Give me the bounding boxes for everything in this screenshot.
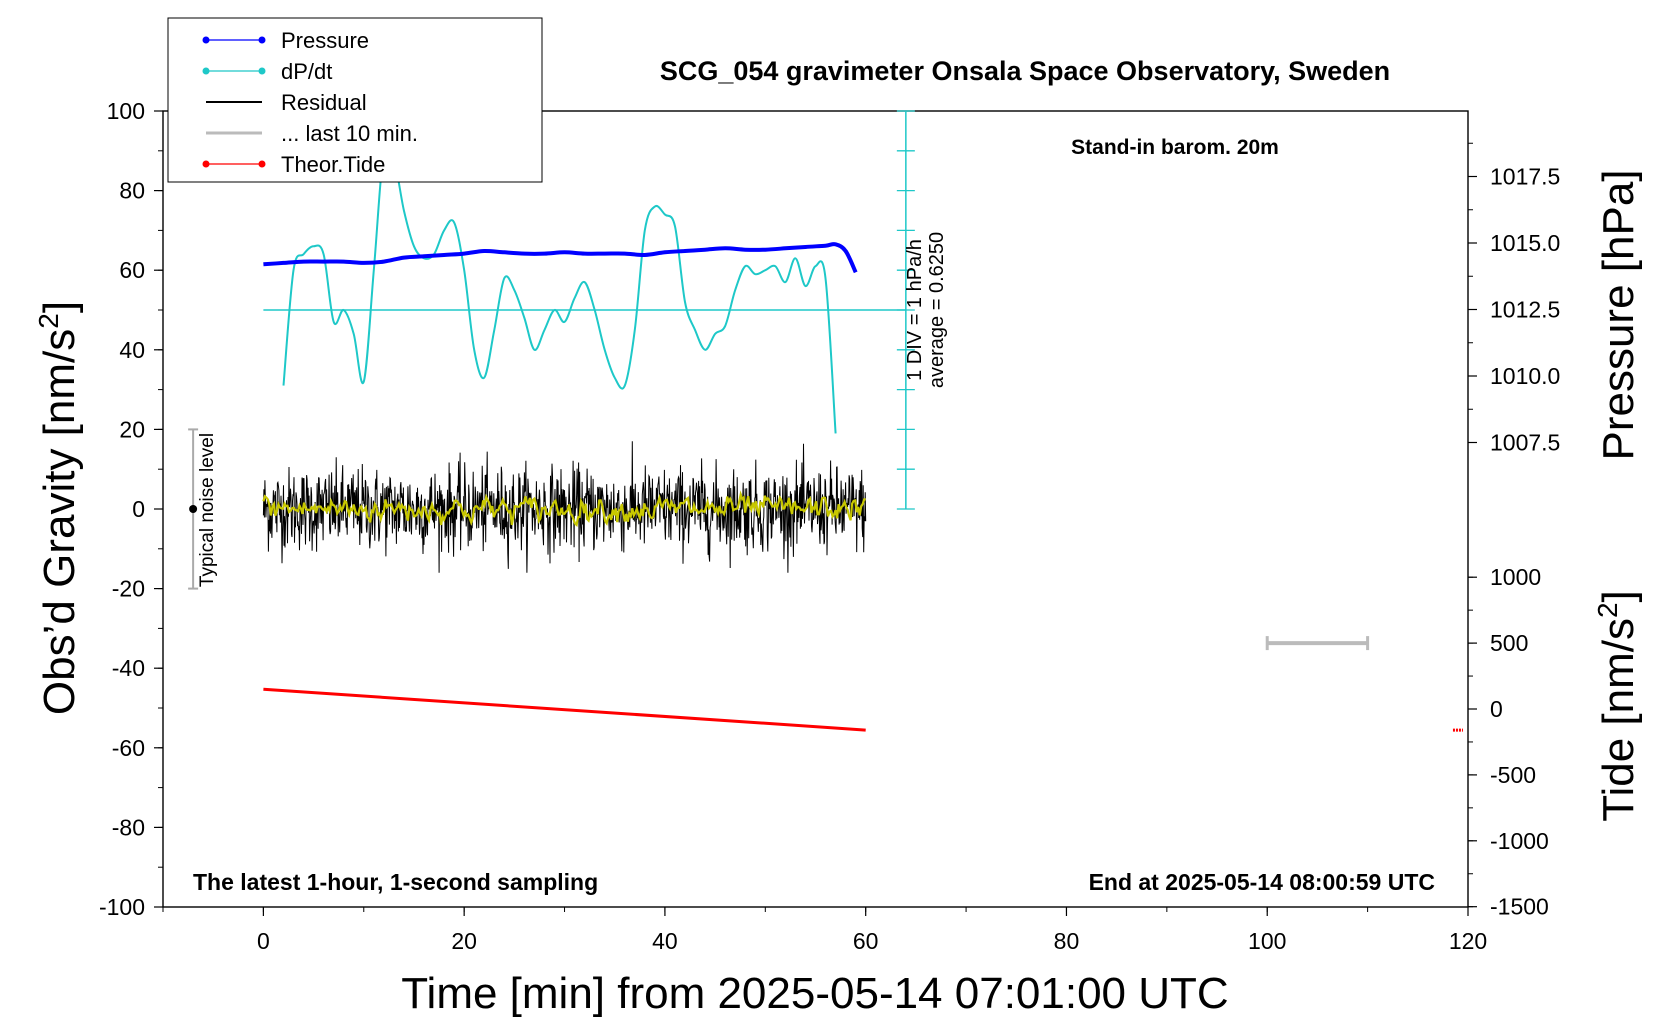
noise-bar-center bbox=[189, 505, 198, 513]
y-tick-label: -100 bbox=[99, 894, 145, 920]
y-tick-label: 80 bbox=[119, 178, 145, 204]
residual-line bbox=[262, 441, 867, 573]
x-tick-label: 40 bbox=[652, 928, 678, 954]
y-tick-label: 100 bbox=[107, 98, 145, 124]
y-tick-label: -60 bbox=[112, 735, 145, 761]
pressure-tick-label: 1015.0 bbox=[1490, 230, 1560, 256]
end-at-note: End at 2025-05-14 08:00:59 UTC bbox=[1089, 869, 1435, 895]
dpdt-line bbox=[282, 141, 837, 434]
legend-marker bbox=[258, 160, 266, 168]
tide-line bbox=[263, 687, 866, 732]
legend: Pressure dP/dt Residual ... last 10 min. The… bbox=[167, 17, 543, 183]
y-tick-label: 0 bbox=[132, 496, 145, 522]
y-tick-label: -80 bbox=[112, 814, 145, 840]
pressure-line bbox=[263, 242, 858, 274]
pressure-tick-label: 1010.0 bbox=[1490, 363, 1560, 389]
div-label: 1 DIV = 1 hPa/h bbox=[904, 239, 926, 381]
noise-level-label: Typical noise level bbox=[197, 433, 218, 587]
tide-tick-label: -1000 bbox=[1490, 828, 1549, 854]
x-tick-label: 0 bbox=[257, 928, 270, 954]
x-tick-label: 80 bbox=[1054, 928, 1080, 954]
legend-label: Pressure bbox=[281, 28, 369, 53]
legend-label: ... last 10 min. bbox=[281, 121, 418, 146]
pressure-tick-label: 1007.5 bbox=[1490, 430, 1560, 456]
x-tick-label: 20 bbox=[451, 928, 477, 954]
legend-label: Theor.Tide bbox=[281, 152, 385, 177]
legend-marker bbox=[258, 67, 266, 75]
legend-label: dP/dt bbox=[281, 59, 332, 84]
x-tick-label: 100 bbox=[1248, 928, 1286, 954]
y-tick-label: 60 bbox=[119, 257, 145, 283]
x-tick-label: 60 bbox=[853, 928, 879, 954]
latest-note: The latest 1-hour, 1-second sampling bbox=[193, 869, 598, 895]
stand-in-note: Stand-in barom. 20m bbox=[1071, 136, 1279, 159]
axis-layer: 0 20 40 60 80 100 120 100 80 60 40 20 0 -20 -40 -60 -80 -… bbox=[99, 98, 1560, 954]
legend-marker bbox=[202, 67, 210, 75]
y-tick-label: -20 bbox=[112, 576, 145, 602]
y-tick-label: 40 bbox=[119, 337, 145, 363]
y-axis-title-tide: Tide [nm/s2] bbox=[1592, 590, 1643, 822]
tide-tick-label: 0 bbox=[1490, 696, 1503, 722]
legend-marker bbox=[202, 160, 210, 168]
x-tick-label: 120 bbox=[1449, 928, 1487, 954]
legend-box bbox=[167, 17, 543, 183]
tide-tick-label: -1500 bbox=[1490, 894, 1549, 920]
legend-marker bbox=[258, 36, 266, 44]
residual-smooth-line bbox=[262, 490, 866, 527]
tide-tick-label: 1000 bbox=[1490, 564, 1541, 590]
legend-label: Residual bbox=[281, 90, 367, 115]
pressure-tick-label: 1012.5 bbox=[1490, 297, 1560, 323]
legend-marker bbox=[202, 36, 210, 44]
y-tick-label: 20 bbox=[119, 416, 145, 442]
pressure-tick-label: 1017.5 bbox=[1490, 164, 1560, 190]
y-tick-label: -40 bbox=[112, 655, 145, 681]
y-axis-title-pressure: Pressure [hPa] bbox=[1594, 169, 1643, 460]
series-layer bbox=[262, 141, 1463, 732]
tide-tick-label: 500 bbox=[1490, 630, 1528, 656]
x-axis-title: Time [min] from 2025-05-14 07:01:00 UTC bbox=[401, 969, 1228, 1018]
tide-tick-label: -500 bbox=[1490, 762, 1536, 788]
average-label: average = 0.6250 bbox=[926, 232, 948, 388]
y-axis-title-left: Obs’d Gravity [nm/s2] bbox=[33, 301, 84, 715]
chart-title: SCG_054 gravimeter Onsala Space Observat… bbox=[660, 56, 1390, 86]
